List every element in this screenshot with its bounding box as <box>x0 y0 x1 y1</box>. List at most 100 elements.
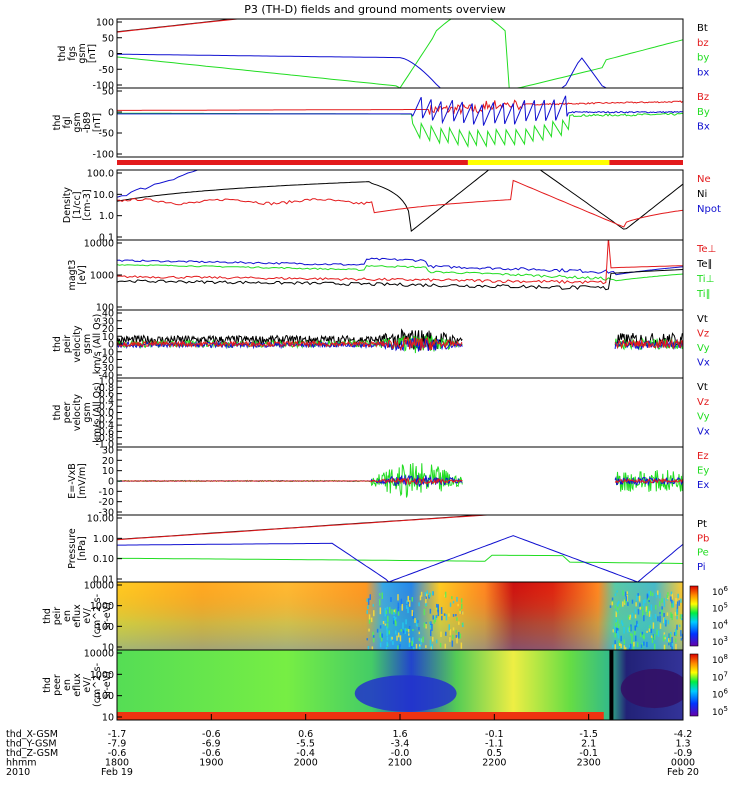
spec-pixel <box>667 620 670 625</box>
elec-spec-colorbar <box>689 653 699 717</box>
y-axis-label: en <box>62 610 73 622</box>
y-tick-label: 1.0 <box>99 211 114 222</box>
spec-pixel <box>650 604 653 611</box>
spec-pixel <box>612 644 614 648</box>
spec-pixel <box>392 641 394 645</box>
colorbar-tick-label: 104 <box>712 618 728 631</box>
spec-pixel <box>425 597 427 605</box>
y-axis-label: eflux <box>72 604 83 628</box>
x-axis-value: -0.6 <box>108 748 127 759</box>
y-tick-label: -1.0 <box>95 440 114 451</box>
spec-pixel <box>680 617 683 621</box>
spec-pixel <box>671 593 673 599</box>
spec-pixel <box>444 591 447 598</box>
spec-pixel <box>390 636 392 642</box>
spec-pixel <box>412 628 414 632</box>
npot-line <box>117 170 200 198</box>
spec-pixel <box>636 594 638 602</box>
spec-pixel <box>639 606 642 610</box>
spec-pixel <box>617 623 620 629</box>
spec-pixel <box>671 642 674 650</box>
spec-pixel <box>663 644 666 650</box>
x-axis-value: 2.1 <box>581 739 596 750</box>
mode-bar-segment <box>467 160 610 165</box>
spec-pixel <box>399 635 402 642</box>
spec-pixel <box>661 598 663 603</box>
spec-pixel <box>617 630 619 636</box>
y-axis-label: [mV/m] <box>77 463 88 499</box>
legend-entry: Ez <box>697 451 709 462</box>
spec-pixel <box>653 643 656 650</box>
spec-pixel <box>425 593 428 600</box>
spec-pixel <box>650 635 653 638</box>
spec-pixel <box>611 601 614 606</box>
spec-pixel <box>429 639 432 647</box>
spec-pixel <box>428 592 431 598</box>
spec-pixel <box>386 623 389 629</box>
spec-pixel <box>671 646 673 650</box>
spec-pixel <box>436 605 439 611</box>
spec-pixel <box>384 607 387 615</box>
mode-bar-segment <box>609 160 683 165</box>
spec-pixel <box>384 623 387 626</box>
y-axis-label: peer <box>52 674 63 696</box>
y-axis-label: fgs <box>67 46 78 60</box>
x-axis-value: -5.5 <box>296 739 315 750</box>
spec-pixel <box>611 597 614 603</box>
spec-pixel <box>407 600 410 604</box>
spec-pixel <box>372 604 375 607</box>
spec-pixel <box>643 635 645 640</box>
x-axis-value: 2200 <box>482 758 506 769</box>
spec-pixel <box>614 644 616 650</box>
spec-pixel <box>388 630 390 635</box>
spec-pixel <box>429 621 431 624</box>
y-tick-label: 10 <box>102 466 114 477</box>
spec-pixel <box>430 621 432 625</box>
spec-pixel <box>376 628 379 633</box>
y-tick-label: 0.01 <box>93 575 114 586</box>
spec-pixel <box>614 633 617 638</box>
x-axis-value: 2300 <box>577 758 601 769</box>
spec-pixel <box>624 598 627 604</box>
spec-pixel <box>418 637 421 642</box>
y-axis-label: peir <box>62 335 73 354</box>
vz-line <box>117 336 463 351</box>
y-axis-label: velocity <box>72 325 83 363</box>
spec-pixel <box>418 644 421 647</box>
ti-par-line <box>117 264 683 282</box>
x-axis-value: -0.1 <box>485 729 504 740</box>
spec-pixel <box>648 591 650 596</box>
y-tick-label: -40 <box>98 371 114 382</box>
spec-pixel <box>379 642 382 648</box>
y-axis-label: [cm-3] <box>82 189 93 220</box>
spec-pixel <box>372 637 375 643</box>
spec-pixel <box>670 612 672 618</box>
spec-pixel <box>408 600 411 607</box>
spec-pixel <box>659 592 661 599</box>
spec-pixel <box>368 618 371 624</box>
peir-series <box>117 328 683 354</box>
y-tick-label: 10 <box>102 713 114 724</box>
spec-pixel <box>644 599 646 604</box>
spec-pixel <box>640 644 643 649</box>
spec-pixel <box>423 608 426 616</box>
y-axis-label: gsm <box>82 334 93 354</box>
y-tick-label: 0.1 <box>99 233 114 244</box>
spec-pixel <box>372 635 375 638</box>
spec-pixel <box>443 613 446 616</box>
y-tick-label: 1000 <box>90 271 114 282</box>
y-tick-label: 0 <box>108 108 114 119</box>
spec-pixel <box>449 629 452 636</box>
elec-spec-series <box>117 650 683 720</box>
spec-pixel <box>452 627 455 631</box>
spec-pixel <box>408 625 411 629</box>
spec-pixel <box>407 607 409 614</box>
spec-pixel <box>444 643 447 649</box>
legend-entry: bz <box>697 38 709 49</box>
spec-pixel <box>631 640 633 644</box>
y-tick-label: 10.0 <box>93 190 114 201</box>
spec-pixel <box>371 646 374 650</box>
spec-pixel <box>452 614 455 617</box>
spec-pixel <box>620 635 622 642</box>
